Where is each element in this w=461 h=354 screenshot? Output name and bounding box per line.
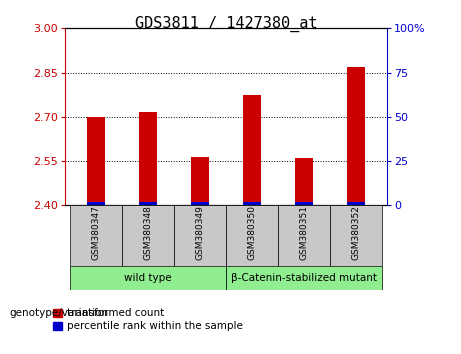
Text: GSM380348: GSM380348 <box>143 205 152 260</box>
Bar <box>347 67 365 205</box>
Bar <box>122 205 174 266</box>
Text: GSM380352: GSM380352 <box>351 205 361 260</box>
Text: GSM380351: GSM380351 <box>300 205 308 260</box>
Text: GSM380347: GSM380347 <box>91 205 100 260</box>
Text: GSM380350: GSM380350 <box>248 205 256 260</box>
Text: genotype/variation: genotype/variation <box>9 308 108 318</box>
Bar <box>87 117 105 205</box>
Legend: transformed count, percentile rank within the sample: transformed count, percentile rank withi… <box>51 306 245 333</box>
Bar <box>226 266 382 290</box>
Bar <box>87 202 105 205</box>
Bar <box>295 158 313 205</box>
Text: GDS3811 / 1427380_at: GDS3811 / 1427380_at <box>135 16 317 32</box>
Bar <box>226 205 278 266</box>
Bar <box>139 112 157 205</box>
Text: wild type: wild type <box>124 273 171 283</box>
Bar <box>243 202 261 205</box>
Bar <box>278 205 330 266</box>
Bar <box>330 205 382 266</box>
Bar <box>295 202 313 205</box>
Bar <box>174 205 226 266</box>
Bar <box>70 266 226 290</box>
Text: GSM380349: GSM380349 <box>195 205 204 260</box>
Bar <box>191 157 209 205</box>
Bar <box>70 205 122 266</box>
Bar <box>139 202 157 205</box>
Bar <box>243 95 261 205</box>
Bar <box>347 202 365 205</box>
Text: β-Catenin-stabilized mutant: β-Catenin-stabilized mutant <box>231 273 377 283</box>
Bar <box>191 202 209 205</box>
